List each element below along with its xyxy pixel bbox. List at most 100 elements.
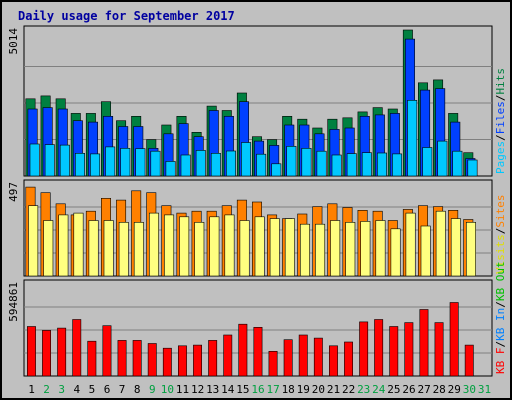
bar-kb-f-day-28 (434, 322, 444, 377)
visits_panel-max-label: 497 (7, 182, 20, 202)
bar-pages-day-5 (90, 153, 101, 177)
bar-visits-day-15 (239, 220, 250, 277)
chart-panels: 5014Pages/Files/Hits497Visits/Sites59486… (7, 25, 507, 377)
bar-kb-f-day-24 (374, 319, 384, 377)
bar-pages-day-11 (180, 154, 191, 177)
bar-kb-f-day-14 (223, 334, 233, 377)
x-tick-day-14: 14 (221, 383, 235, 396)
bar-visits-day-9 (149, 212, 159, 277)
bar-pages-day-15 (241, 142, 252, 177)
legend-files: Files (494, 101, 507, 134)
bar-kb-f-day-10 (162, 347, 172, 377)
bar-visits-day-25 (390, 228, 401, 277)
kbytes_panel-legend: KB F/KB In/KB Out (494, 261, 507, 374)
bar-pages-day-24 (376, 152, 387, 177)
bar-visits-day-14 (224, 214, 235, 277)
bar-kb-f-day-8 (132, 340, 142, 377)
bar-kb-f-day-23 (359, 321, 369, 377)
bar-visits-day-7 (118, 222, 129, 277)
x-tick-day-22: 22 (342, 383, 355, 396)
bar-kb-f-day-3 (57, 327, 67, 377)
x-tick-day-21: 21 (327, 383, 340, 396)
bar-kb-f-day-17 (268, 350, 278, 377)
bar-kb-f-day-22 (344, 341, 354, 377)
bar-pages-day-12 (195, 150, 206, 177)
bar-pages-day-21 (331, 154, 342, 177)
legend-separator: / (494, 301, 507, 308)
bar-pages-day-10 (165, 161, 176, 177)
x-tick-day-3: 3 (58, 383, 65, 396)
bar-pages-day-19 (301, 148, 312, 177)
bar-pages-day-14 (226, 150, 236, 177)
x-axis-day-labels: 1 2 3 4 5 6 7 8 9 10 11 12 13 14 15 16 17 18 19 20 21 22 23 24 2… (28, 383, 491, 396)
bar-visits-day-23 (360, 221, 371, 277)
bar-kb-f-day-6 (102, 325, 112, 377)
chart-title: Daily usage for September 2017 (18, 9, 235, 23)
bar-kb-f-day-12 (193, 344, 203, 377)
bar-pages-day-2 (44, 144, 55, 177)
x-tick-day-13: 13 (206, 383, 219, 396)
bar-visits-day-22 (345, 222, 356, 277)
bar-pages-day-30 (467, 159, 478, 177)
bar-visits-day-11 (179, 216, 190, 277)
bar-visits-day-6 (103, 220, 114, 277)
legend-kb-out: KB Out (494, 261, 507, 301)
bar-visits-day-29 (450, 218, 461, 277)
bar-visits-day-19 (299, 223, 310, 277)
bar-kb-f-day-7 (117, 340, 127, 377)
bar-kb-f-day-2 (42, 330, 52, 377)
bar-visits-day-10 (164, 214, 175, 277)
bar-kb-f-day-16 (253, 326, 263, 377)
legend-pages: Pages (494, 141, 507, 174)
legend-hits: Hits (494, 68, 507, 95)
x-tick-day-4: 4 (73, 383, 80, 396)
bar-pages-day-3 (59, 144, 70, 177)
bar-kb-f-day-5 (87, 340, 97, 377)
legend-kb-f: KB F (494, 348, 507, 375)
hits_panel-max-label: 5014 (7, 28, 20, 55)
legend-separator: / (494, 341, 507, 348)
x-tick-day-12: 12 (191, 383, 204, 396)
x-tick-day-20: 20 (312, 383, 325, 396)
bar-visits-day-21 (330, 220, 341, 277)
x-tick-day-9: 9 (149, 383, 156, 396)
legend-visits: Visits (494, 234, 507, 274)
x-tick-day-29: 29 (448, 383, 461, 396)
visits_panel: 497 Visits/Sites (7, 179, 507, 277)
bar-pages-day-1 (29, 143, 40, 177)
x-tick-day-31: 31 (478, 383, 491, 396)
bar-visits-day-17 (269, 218, 280, 277)
x-tick-day-26: 26 (402, 383, 415, 396)
bar-kb-f-day-19 (298, 334, 308, 377)
x-tick-day-30: 30 (463, 383, 476, 396)
x-tick-day-19: 19 (297, 383, 310, 396)
bar-kb-f-day-11 (178, 345, 187, 377)
x-tick-day-5: 5 (89, 383, 96, 396)
bar-kb-f-day-18 (283, 339, 293, 377)
x-tick-day-15: 15 (236, 383, 249, 396)
x-tick-day-28: 28 (433, 383, 446, 396)
legend-separator: / (494, 134, 507, 141)
bar-pages-day-18 (286, 146, 297, 177)
bar-visits-day-18 (284, 218, 295, 277)
legend-separator: / (494, 95, 507, 102)
bar-kb-f-day-26 (404, 322, 414, 377)
x-tick-day-8: 8 (134, 383, 141, 396)
bar-visits-day-1 (28, 205, 39, 277)
bar-kb-f-day-15 (238, 323, 248, 377)
bar-pages-day-13 (210, 153, 221, 177)
x-tick-day-27: 27 (417, 383, 430, 396)
legend-kb-in: KB In (494, 308, 507, 341)
bar-pages-day-27 (422, 147, 433, 177)
x-tick-day-11: 11 (176, 383, 189, 396)
bar-pages-day-4 (75, 153, 85, 177)
bar-visits-day-3 (58, 214, 69, 277)
bar-kb-f-day-1 (26, 326, 36, 377)
bar-visits-day-26 (405, 212, 416, 277)
bar-kb-f-day-13 (208, 340, 218, 377)
bar-pages-day-7 (120, 148, 131, 177)
bar-visits-day-5 (88, 220, 99, 277)
bar-pages-day-22 (346, 153, 357, 177)
